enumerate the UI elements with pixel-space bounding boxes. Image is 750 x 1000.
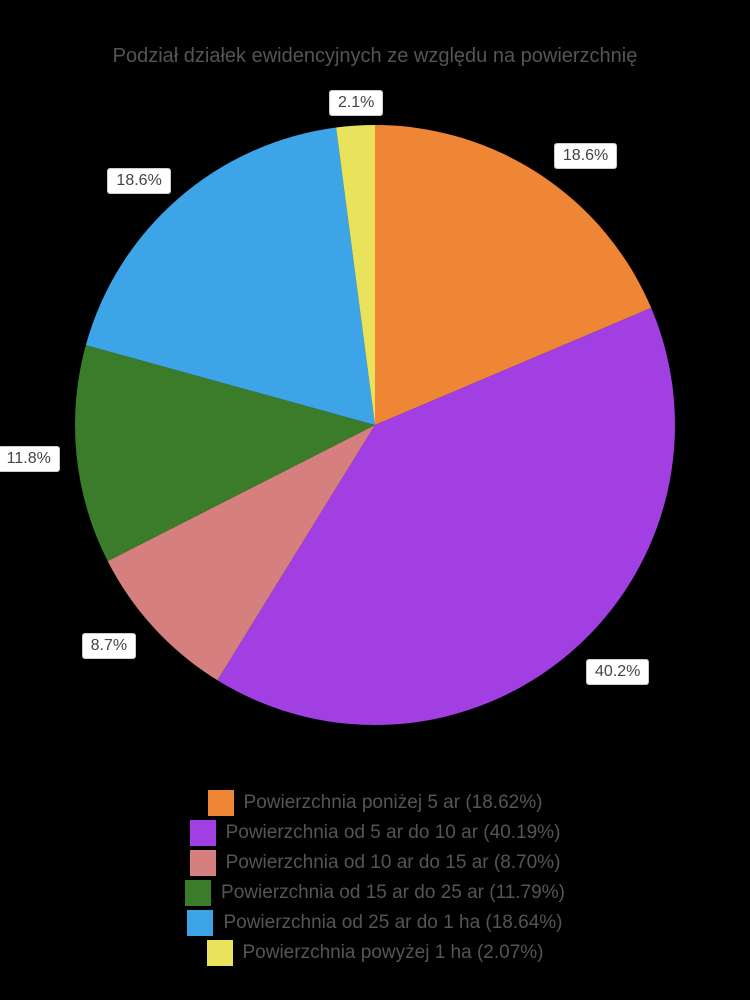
legend-swatch [207,940,233,966]
legend-swatch [190,850,216,876]
slice-label: 11.8% [0,446,60,472]
slice-label: 8.7% [82,633,136,659]
slice-label: 40.2% [586,659,649,685]
legend-item: Powierzchnia od 15 ar do 25 ar (11.79%) [185,880,565,906]
legend-label: Powierzchnia poniżej 5 ar (18.62%) [244,792,543,814]
chart-title: Podział działek ewidencyjnych ze względu… [0,45,750,68]
legend-label: Powierzchnia powyżej 1 ha (2.07%) [243,942,544,964]
legend-label: Powierzchnia od 10 ar do 15 ar (8.70%) [226,852,561,874]
legend: Powierzchnia poniżej 5 ar (18.62%) Powier… [0,790,750,966]
legend-item: Powierzchnia poniżej 5 ar (18.62%) [208,790,543,816]
legend-swatch [185,880,211,906]
legend-item: Powierzchnia od 10 ar do 15 ar (8.70%) [190,850,561,876]
legend-swatch [190,820,216,846]
legend-label: Powierzchnia od 15 ar do 25 ar (11.79%) [221,882,565,904]
chart-container: Podział działek ewidencyjnych ze względu… [0,0,750,1000]
legend-label: Powierzchnia od 25 ar do 1 ha (18.64%) [223,912,562,934]
legend-label: Powierzchnia od 5 ar do 10 ar (40.19%) [226,822,561,844]
pie-chart: 18.6%40.2%8.7%11.8%18.6%2.1% [65,115,685,735]
legend-item: Powierzchnia powyżej 1 ha (2.07%) [207,940,544,966]
legend-swatch [208,790,234,816]
legend-item: Powierzchnia od 25 ar do 1 ha (18.64%) [187,910,562,936]
legend-swatch [187,910,213,936]
slice-label: 18.6% [554,143,617,169]
slice-label: 2.1% [329,90,383,116]
slice-label: 18.6% [107,168,170,194]
legend-item: Powierzchnia od 5 ar do 10 ar (40.19%) [190,820,561,846]
